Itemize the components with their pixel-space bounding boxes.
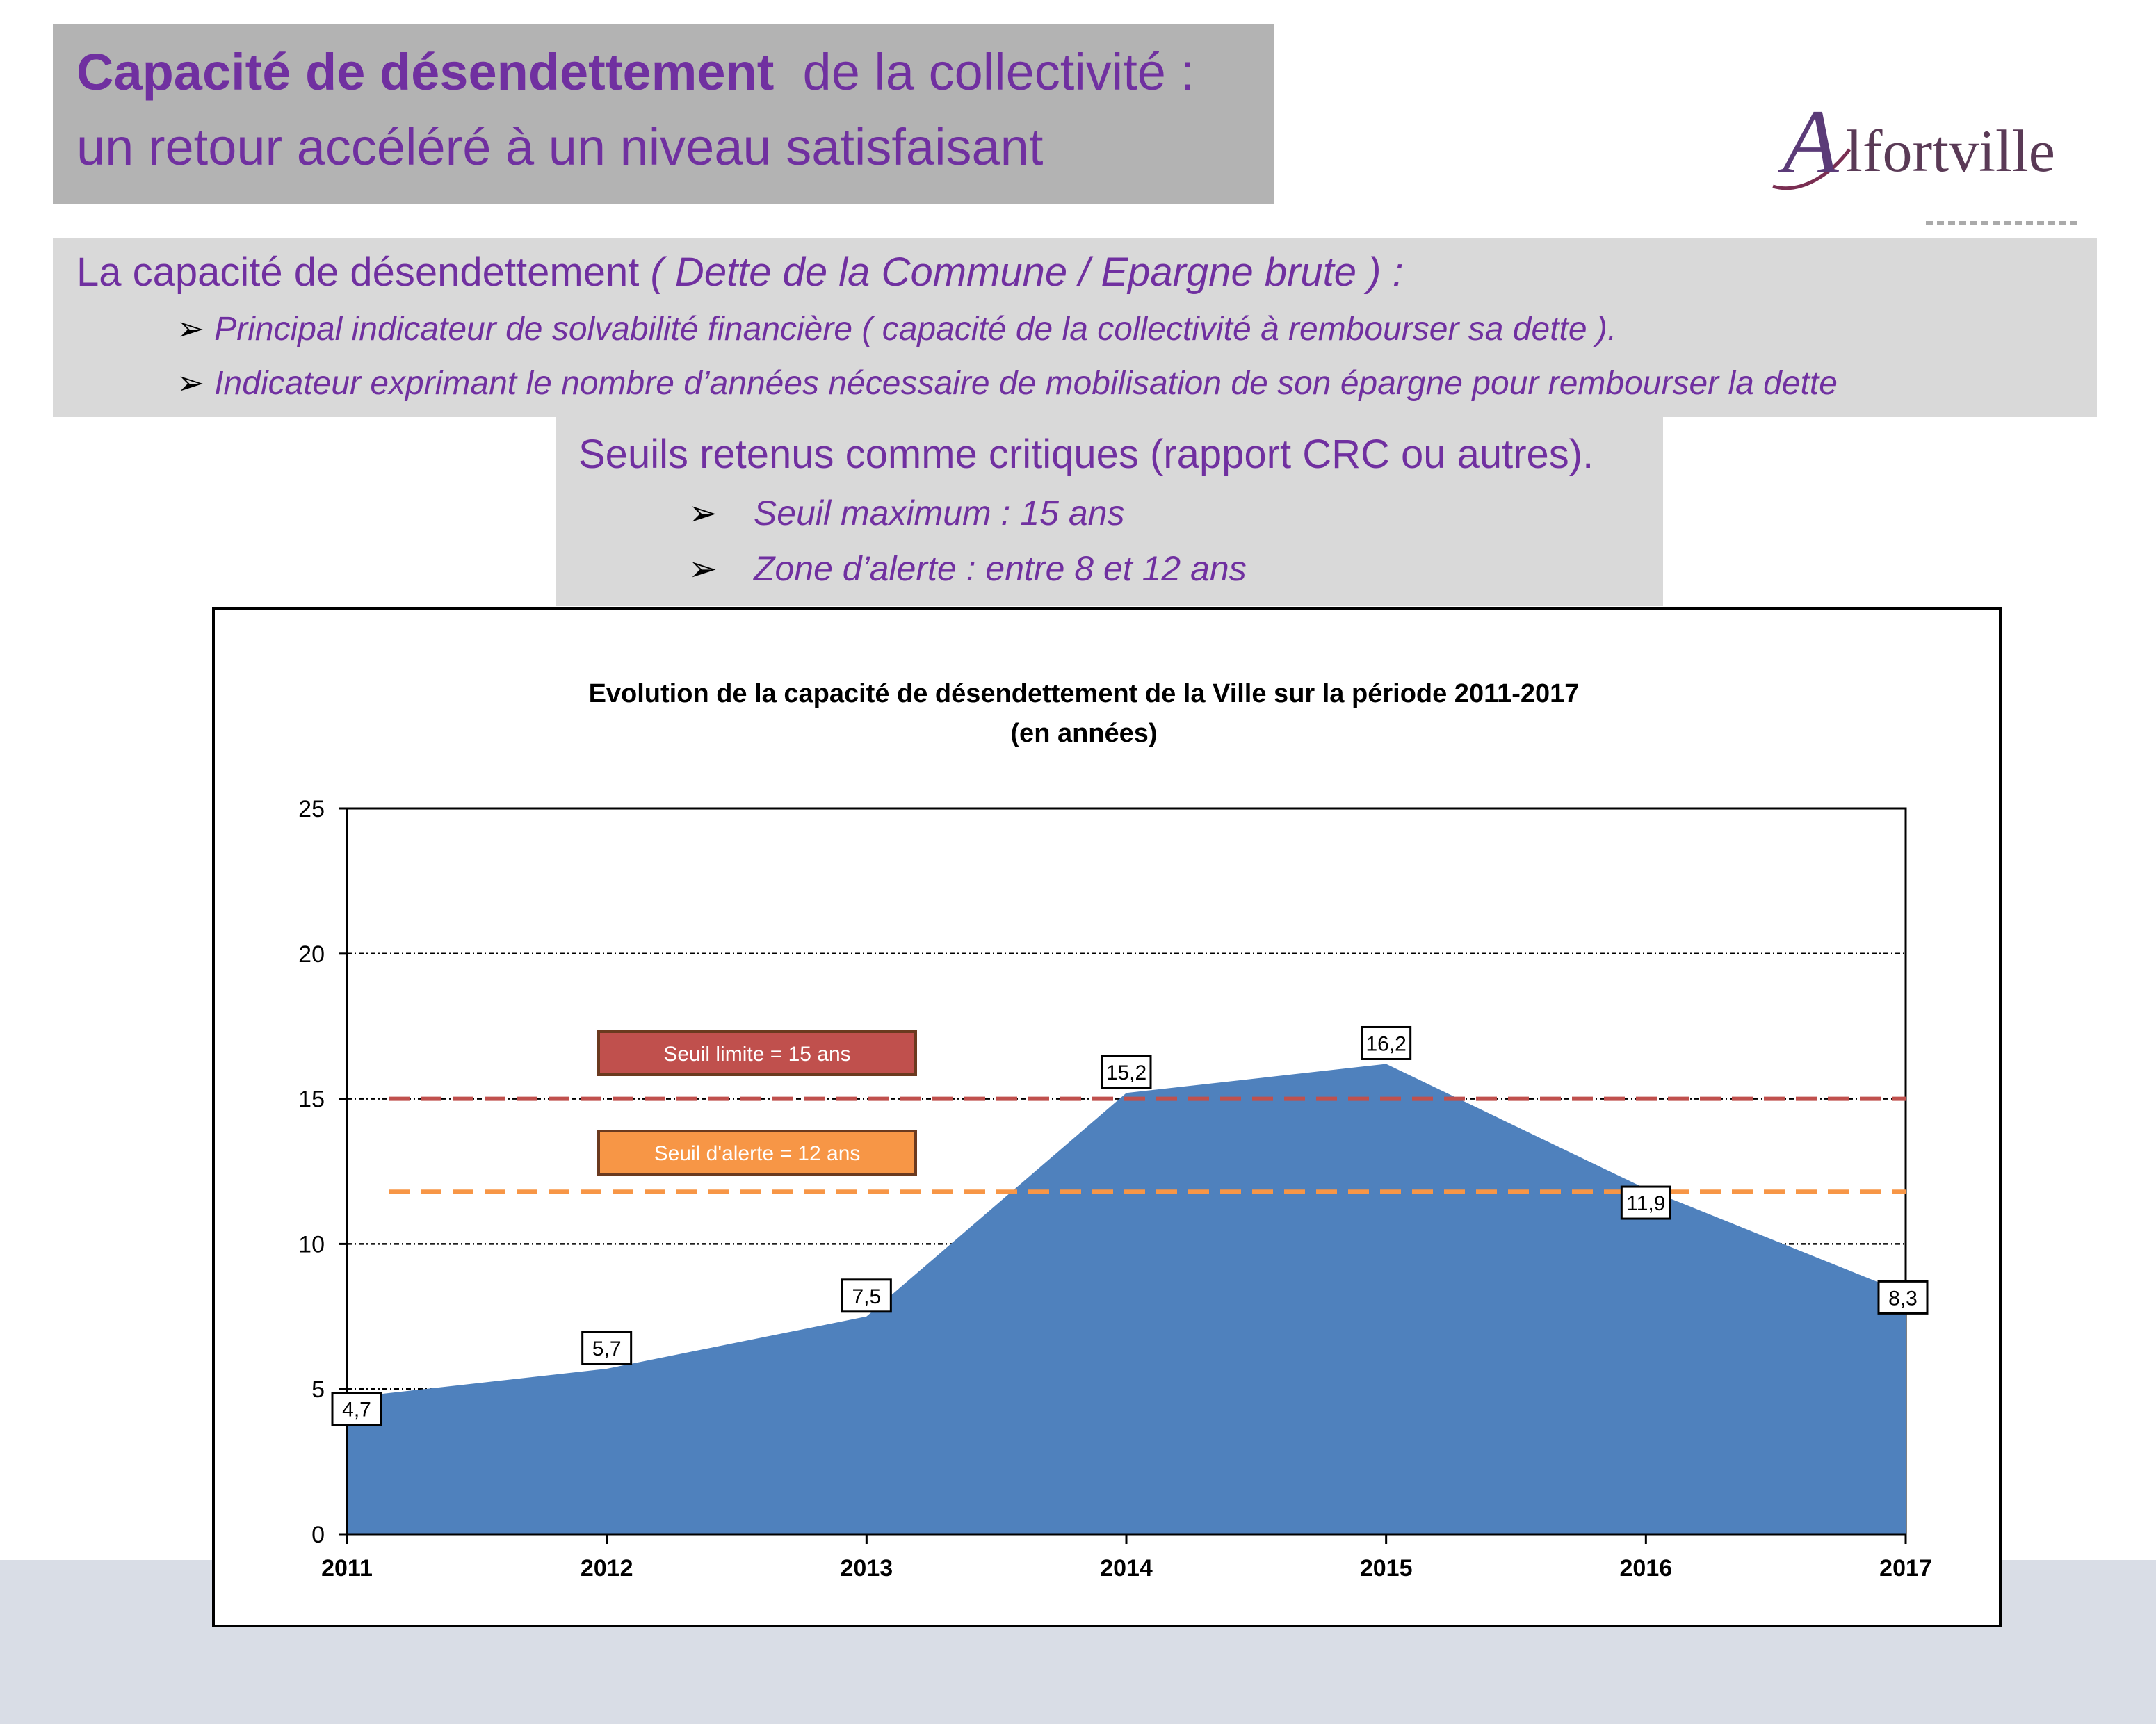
data-label-box [1101, 1055, 1152, 1089]
limit-threshold-legend-label: Seuil limite = 15 ans [663, 1043, 850, 1066]
threshold-item: ➢ Seuil maximum : 15 ans [688, 491, 1124, 535]
logo-tagline [1926, 221, 2079, 225]
data-label: 8,3 [1888, 1287, 1918, 1310]
x-tick-label: 2013 [841, 1555, 893, 1581]
data-label: 5,7 [592, 1337, 622, 1360]
chart-title: Evolution de la capacité de désendetteme… [589, 679, 1580, 708]
page-title: Capacité de désendettement de la collect… [76, 38, 1194, 107]
data-label: 7,5 [852, 1285, 881, 1308]
y-tick-label: 25 [298, 796, 325, 822]
data-label-box [841, 1278, 892, 1313]
definition-formula: ( Dette de la Commune / Epargne brute ) … [650, 250, 1404, 295]
chart-frame: Evolution de la capacité de désendetteme… [212, 607, 2002, 1627]
alert-threshold-legend [597, 1130, 917, 1176]
title-banner: Capacité de désendettement de la collect… [53, 24, 1274, 204]
title-rest: de la collectivité : [802, 43, 1195, 101]
logo-text: lfortville [1846, 117, 2055, 184]
definition-bullet: ➢ Indicateur exprimant le nombre d’années… [177, 361, 1838, 406]
definition-heading: La capacité de désendettement ( Dette de… [76, 246, 1404, 299]
data-label: 15,2 [1106, 1062, 1146, 1084]
y-tick-label: 10 [298, 1231, 325, 1258]
x-tick-label: 2011 [321, 1555, 373, 1581]
x-tick-label: 2014 [1100, 1555, 1153, 1581]
arrow-bullet-icon: ➢ [688, 549, 718, 588]
data-label: 4,7 [342, 1399, 371, 1422]
thresholds-heading: Seuils retenus comme critiques (rapport … [578, 432, 1594, 477]
definition-panel: La capacité de désendettement ( Dette de… [53, 238, 2097, 417]
limit-threshold-legend [597, 1030, 917, 1076]
y-tick-label: 15 [298, 1087, 325, 1113]
x-tick-label: 2016 [1620, 1555, 1673, 1581]
y-tick-label: 5 [311, 1376, 325, 1403]
x-tick-label: 2012 [581, 1555, 633, 1581]
y-tick-label: 20 [298, 941, 325, 968]
arrow-bullet-icon: ➢ [177, 311, 205, 348]
data-label-box [1877, 1280, 1929, 1315]
title-bold: Capacité de désendettement [76, 43, 775, 101]
x-tick-label: 2017 [1879, 1555, 1932, 1581]
thresholds-panel: Seuils retenus comme critiques (rapport … [556, 417, 1663, 606]
arrow-bullet-icon: ➢ [688, 494, 718, 532]
logo-initial: A [1777, 90, 1840, 193]
definition-bullet: ➢ Principal indicateur de solvabilité fin… [177, 307, 1616, 352]
page-subtitle: un retour accéléré à un niveau satisfais… [76, 118, 1044, 176]
alert-threshold-legend-label: Seuil d'alerte = 12 ans [654, 1142, 861, 1165]
definition-lead: La capacité de désendettement [76, 250, 640, 295]
data-label-box [1361, 1025, 1412, 1060]
chart-subtitle: (en années) [1010, 719, 1157, 748]
debt-capacity-chart: Evolution de la capacité de désendetteme… [298, 679, 1932, 1581]
x-tick-label: 2015 [1360, 1555, 1413, 1581]
data-label-box [331, 1392, 382, 1426]
threshold-item: ➢ Zone d’alerte : entre 8 et 12 ans [688, 546, 1247, 591]
data-label-box [581, 1331, 633, 1365]
data-label: 16,2 [1365, 1032, 1406, 1055]
data-label: 11,9 [1626, 1192, 1665, 1215]
arrow-bullet-icon: ➢ [177, 365, 205, 402]
data-label-box [1620, 1185, 1671, 1220]
alfortville-logo: A lfortville [1772, 90, 2055, 193]
y-tick-label: 0 [311, 1522, 325, 1548]
series-area [347, 1064, 1906, 1534]
